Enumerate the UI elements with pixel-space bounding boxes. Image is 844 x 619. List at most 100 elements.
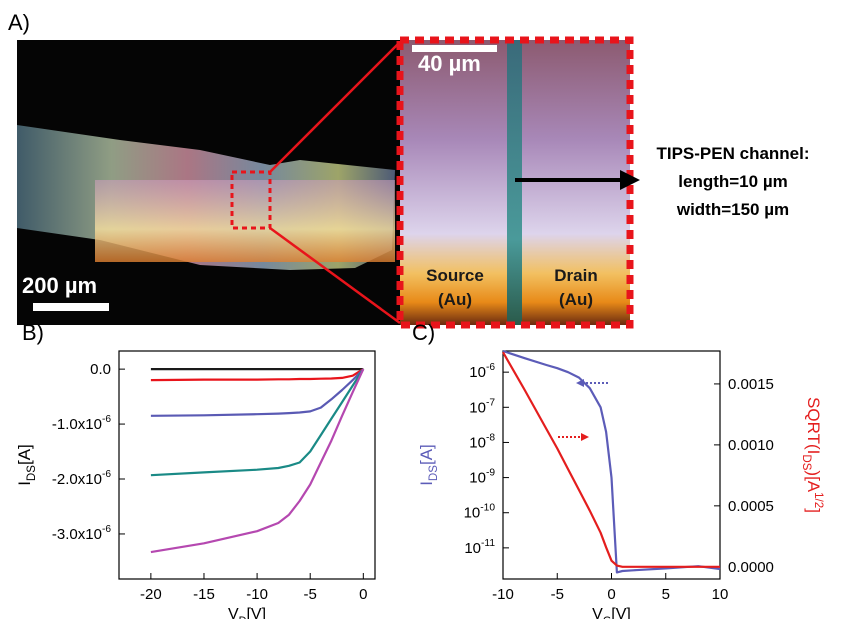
y2-tick-label-part: 0.0015 [728, 376, 774, 393]
x-tick-label-part: -5 [551, 586, 564, 603]
x-tick-label: -10 [492, 586, 514, 603]
x-axis-label-part: D [239, 615, 247, 619]
electrode-label: Drain [554, 266, 597, 285]
scale-bar [412, 45, 497, 52]
x-tick-label: 0 [359, 586, 367, 603]
x-axis-label-part: G [603, 615, 611, 619]
x-axis-label-part: V [228, 606, 239, 619]
panel-label: C) [412, 320, 435, 345]
y-tick-label-part: 10 [469, 470, 486, 487]
x-tick-label-part: -10 [246, 586, 268, 603]
x-tick-label: -5 [551, 586, 564, 603]
scale-label: 40 µm [418, 51, 481, 76]
y2-tick-label-part: 0.0010 [728, 437, 774, 454]
y-axis-label-part: DS [26, 465, 38, 481]
y2-tick-label-part: 0.0000 [728, 559, 774, 576]
y-tick-label-part: 10 [469, 364, 486, 381]
y-axis-label-part: [A] [417, 444, 436, 465]
x-tick-label-part: -10 [492, 586, 514, 603]
y-tick-label-part: -1.0x10 [52, 416, 102, 433]
y-tick-label-part: -7 [486, 397, 495, 408]
y-tick-label-part: -10 [480, 503, 495, 514]
x-tick-label: -15 [193, 586, 215, 603]
x-axis-label-part: V [592, 606, 603, 619]
series-line [150, 368, 365, 477]
y-tick-label: 10-10 [464, 503, 496, 522]
plot-frame [118, 350, 376, 580]
y2-axis-label-part: [A [804, 476, 823, 493]
y-tick-label-part: -11 [481, 538, 495, 549]
y-tick-label: 10-8 [469, 432, 495, 451]
y-tick-label-part: -6 [486, 362, 495, 373]
y2-tick-label: 0.0015 [728, 376, 774, 393]
arrow-head [620, 170, 640, 190]
electrodes [95, 180, 395, 262]
plot-frame [502, 350, 721, 580]
electrode-label: (Au) [438, 290, 472, 309]
y2-axis-label: SQRT(IDS)[A1/2] [800, 397, 824, 513]
annotation: width=150 µm [676, 200, 789, 219]
y2-axis-label-part: DS [800, 454, 812, 470]
y-tick-label-part: -3.0x10 [52, 526, 102, 543]
x-axis-label-part: [V] [611, 606, 631, 619]
y-tick-label-part: -2.0x10 [52, 471, 102, 488]
x-tick-label-part: 0 [359, 586, 367, 603]
series-line [502, 351, 720, 568]
y-tick-label-part: 10 [469, 399, 486, 416]
electrode-label: Source [426, 266, 484, 285]
y-tick-label: -3.0x10-6 [52, 524, 111, 543]
y-tick-label: -1.0x10-6 [52, 414, 111, 433]
electrode-label: (Au) [559, 290, 593, 309]
x-tick-label-part: 5 [662, 586, 670, 603]
y-axis-label-part: [A] [15, 444, 34, 465]
y-tick-label: 10-6 [469, 362, 495, 381]
y-tick-label-part: 10 [464, 540, 481, 557]
y-tick-label: 10-11 [464, 538, 495, 557]
y2-tick-label-part: 0.0005 [728, 498, 774, 515]
x-tick-label: 0 [607, 586, 615, 603]
series-line [150, 368, 365, 417]
panel-label-part: C) [412, 320, 435, 345]
y-tick-label-part: -6 [102, 469, 111, 480]
panel-label: A) [8, 10, 30, 35]
y-axis-label-part: I [417, 481, 436, 486]
x-axis-label: VD[V] [228, 606, 266, 619]
zoom-line [269, 226, 401, 325]
panel-label-part: B) [22, 320, 44, 345]
y2-tick-label: 0.0005 [728, 498, 774, 515]
y-tick-label: -2.0x10-6 [52, 469, 111, 488]
x-tick-label-part: 0 [607, 586, 615, 603]
x-tick-label-part: -20 [140, 586, 162, 603]
scale-bar [33, 303, 109, 311]
y-axis-label: IDS[A] [417, 444, 440, 486]
y-tick-label-part: 10 [464, 505, 481, 522]
y-tick-label: 10-7 [469, 397, 495, 416]
annotation: TIPS-PEN channel: [656, 144, 809, 163]
inset-frame [396, 36, 634, 329]
y-tick-label-part: -6 [102, 414, 111, 425]
x-axis-label-part: [V] [246, 606, 266, 619]
zoom-line [269, 41, 401, 173]
y2-axis-label-part: ) [804, 470, 823, 476]
x-tick-label: -20 [140, 586, 162, 603]
y2-tick-label: 0.0010 [728, 437, 774, 454]
x-tick-label-part: -5 [304, 586, 317, 603]
y2-axis-label-part: 1/2 [812, 492, 824, 508]
arrow-head [581, 433, 589, 441]
x-tick-label-part: 10 [712, 586, 729, 603]
x-tick-label: 5 [662, 586, 670, 603]
zoom-box [230, 170, 272, 230]
y-tick-label-part: -8 [486, 432, 495, 443]
panel-label: B) [22, 320, 44, 345]
series-line [150, 368, 364, 382]
y-axis-label-part: I [15, 481, 34, 486]
y-tick-label-part: 0.0 [90, 361, 111, 378]
x-tick-label: -5 [304, 586, 317, 603]
y-tick-label: 10-9 [469, 468, 495, 487]
y-tick-label-part: 10 [469, 434, 486, 451]
x-axis-label: VG[V] [592, 606, 631, 619]
series-line [502, 349, 721, 574]
y-tick-label-part: -9 [486, 468, 495, 479]
